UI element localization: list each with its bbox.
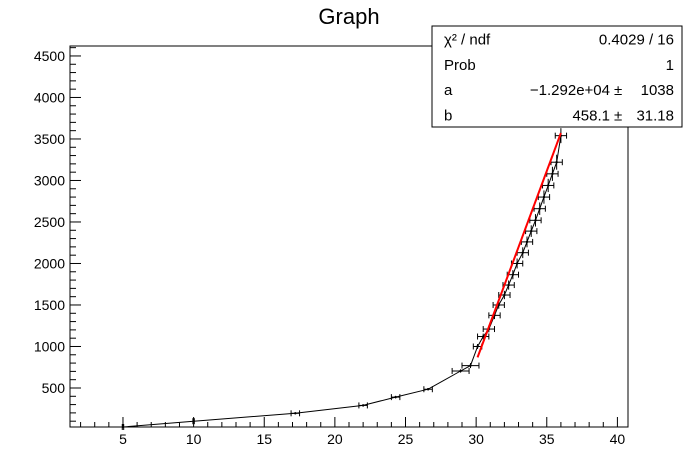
x-tick-label: 20 [327, 431, 343, 447]
fit-line-group [476, 132, 562, 358]
fit-line [476, 132, 562, 358]
y-tick-label: 1500 [34, 297, 65, 313]
data-marker [361, 404, 365, 407]
data-point [451, 367, 470, 374]
y-tick-label: 2000 [34, 255, 65, 271]
data-marker [525, 240, 529, 244]
x-tick-label: 5 [119, 431, 127, 447]
data-point [192, 418, 195, 425]
data-point [121, 424, 125, 430]
data-marker [555, 161, 558, 164]
stats-value: 1 [666, 57, 674, 74]
x-axis-labels: 5 10 15 20 25 30 35 40 [119, 431, 625, 447]
data-marker [521, 251, 524, 254]
stats-value: 0.4029 / 16 [599, 32, 674, 49]
data-marker [426, 388, 430, 391]
data-point [358, 402, 368, 409]
y-tick-label: 3000 [34, 172, 65, 188]
data-point [550, 154, 563, 170]
stats-value: −1.292e+04 [530, 82, 610, 99]
stats-error: 1038 [641, 82, 674, 99]
data-point [477, 333, 490, 340]
data-marker [459, 369, 462, 373]
data-marker [551, 172, 554, 176]
stats-label: χ² / ndf [444, 32, 491, 49]
stats-plusminus: ± [614, 107, 622, 124]
chart-title: Graph [318, 4, 379, 29]
x-tick-label: 30 [468, 431, 484, 447]
stats-error: 31.18 [636, 107, 674, 124]
stats-box-frame [431, 25, 683, 128]
stats-value: 458.1 [572, 107, 610, 124]
data-marker [515, 262, 519, 265]
data-point [498, 290, 511, 300]
data-marker [482, 335, 485, 338]
stats-box: χ² / ndf 0.4029 / 16 Prob 1 a −1.292e+04 ±1038… [431, 25, 683, 128]
data-marker [530, 229, 533, 233]
y-tick-label: 4500 [34, 48, 65, 64]
data-marker [546, 184, 550, 187]
y-tick-label: 2500 [34, 214, 65, 230]
x-tick-label: 10 [186, 431, 202, 447]
data-point [290, 410, 301, 417]
data-marker [507, 283, 510, 287]
data-marker [192, 419, 195, 423]
data-marker [294, 412, 297, 415]
data-marker [542, 195, 546, 199]
data-marker [538, 207, 541, 210]
data-marker [503, 293, 506, 297]
stats-label: b [444, 107, 452, 124]
stats-label: Prob [444, 57, 476, 74]
x-tick-label: 40 [610, 431, 626, 447]
data-series [121, 128, 568, 430]
x-tick-label: 15 [256, 431, 272, 447]
data-marker [394, 395, 397, 399]
y-axis-labels: 500 1000 1500 2000 2500 3000 3500 4000 4500 [34, 48, 65, 396]
data-marker [469, 364, 472, 367]
data-marker [121, 425, 125, 429]
series-line [122, 135, 562, 428]
data-marker [534, 219, 537, 222]
stats-label: a [444, 82, 453, 99]
x-tick-label: 25 [398, 431, 414, 447]
data-point [520, 236, 534, 248]
data-marker [476, 345, 479, 348]
y-tick-label: 1000 [34, 338, 65, 354]
data-marker [511, 273, 515, 276]
data-point [529, 214, 542, 227]
data-point [533, 202, 546, 215]
data-point [423, 386, 433, 393]
data-point [525, 225, 538, 237]
x-tick-label: 35 [539, 431, 555, 447]
data-point [502, 280, 515, 290]
data-point [537, 190, 551, 204]
y-tick-label: 500 [42, 380, 66, 396]
data-point [390, 394, 401, 401]
y-tick-label: 3500 [34, 131, 65, 147]
data-point [461, 362, 480, 369]
y-tick-label: 4000 [34, 89, 65, 105]
stats-plusminus: ± [614, 82, 622, 99]
